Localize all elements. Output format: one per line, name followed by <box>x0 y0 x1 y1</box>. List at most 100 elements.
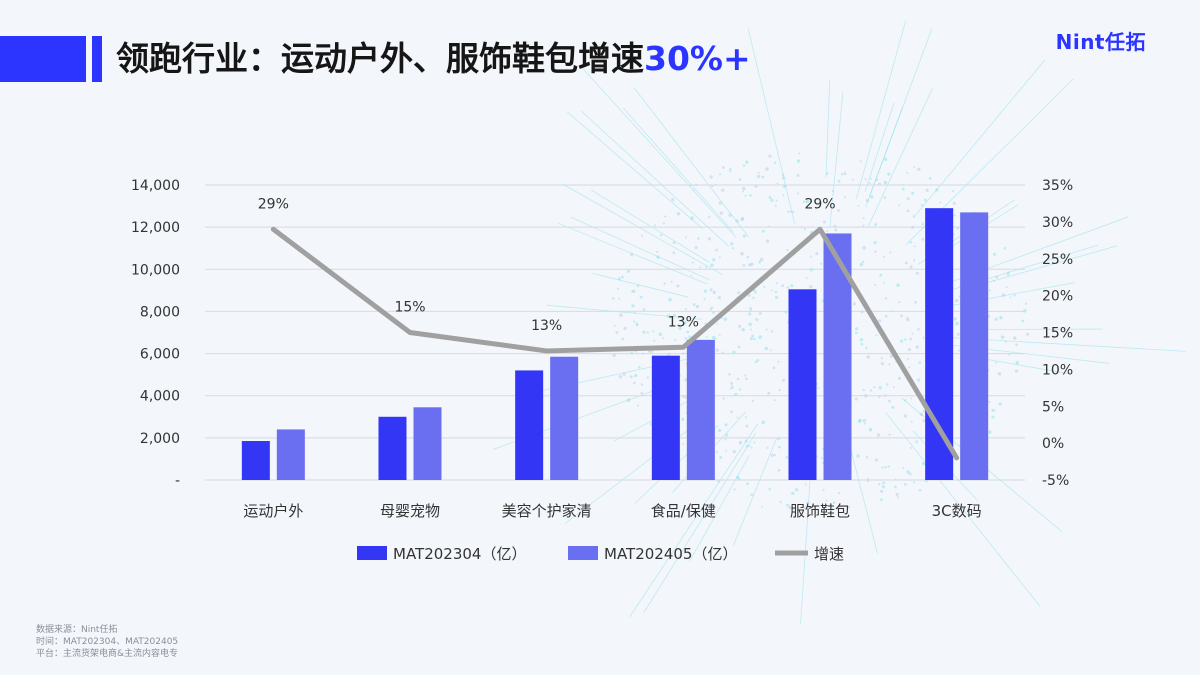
globe-dot <box>707 237 712 241</box>
globe-dot <box>796 159 801 163</box>
globe-dot <box>1015 343 1018 347</box>
globe-dot <box>1003 247 1007 250</box>
globe-dot <box>642 330 646 334</box>
globe-dot <box>728 213 732 217</box>
globe-dot <box>672 313 677 318</box>
globe-dot <box>622 372 626 376</box>
legend-label-series1: MAT202304（亿） <box>393 545 526 563</box>
globe-dot <box>859 262 864 267</box>
y-right-tick-label: 10% <box>1042 362 1073 378</box>
globe-dot <box>770 198 774 202</box>
globe-dot <box>913 245 916 248</box>
globe-dot <box>639 295 643 299</box>
globe-dot <box>703 298 706 301</box>
globe-dot <box>750 262 754 267</box>
globe-dot <box>717 480 720 483</box>
globe-dot <box>857 204 860 207</box>
globe-dot <box>997 371 1002 376</box>
globe-dot <box>858 419 862 423</box>
globe-dot <box>908 472 912 476</box>
globe-dot <box>646 376 650 379</box>
bar-2-6 <box>960 212 989 480</box>
globe-dot <box>766 446 769 449</box>
brand-logo: Nint任拓 <box>1055 30 1146 54</box>
globe-dot <box>733 488 736 491</box>
globe-dot <box>922 409 926 413</box>
globe-dot <box>773 399 776 402</box>
globe-ray <box>733 438 777 546</box>
globe-dot <box>991 415 995 419</box>
globe-ray <box>643 433 756 613</box>
globe-dot <box>765 239 770 243</box>
globe-dot <box>774 205 777 208</box>
y-right-tick-label: 15% <box>1042 326 1073 342</box>
globe-dot <box>709 308 712 311</box>
globe-dot <box>915 271 919 275</box>
y-left-tick-label: 8,000 <box>140 304 180 320</box>
globe-dot <box>993 252 997 256</box>
globe-ray <box>915 59 1046 216</box>
globe-dot <box>718 201 722 205</box>
globe-dot <box>939 201 941 204</box>
x-category-label: 食品/保健 <box>651 502 716 520</box>
globe-dot <box>796 174 800 177</box>
line-data-label: 29% <box>258 196 289 212</box>
globe-dot <box>738 324 742 328</box>
globe-dot <box>738 388 742 391</box>
globe-dot <box>662 222 665 225</box>
globe-dot <box>621 337 625 341</box>
globe-dot <box>1000 335 1005 339</box>
globe-dot <box>906 209 910 213</box>
globe-dot <box>618 297 621 300</box>
globe-dot <box>758 260 762 264</box>
line-data-label: 15% <box>394 300 425 316</box>
footnote: 数据来源：Nint任拓 时间：MAT202304、MAT202405 平台：主流… <box>36 624 178 660</box>
globe-ray <box>562 183 723 276</box>
globe-dot <box>761 175 765 179</box>
globe-dot <box>861 260 865 264</box>
legend-swatch-series2 <box>568 546 598 560</box>
globe-dot <box>745 424 749 428</box>
globe-dot <box>692 303 696 306</box>
globe-dot <box>951 190 954 193</box>
globe-dot <box>777 468 781 472</box>
globe-dot <box>798 152 801 155</box>
globe-dot <box>742 190 744 193</box>
globe-dot <box>837 209 840 212</box>
globe-dot <box>913 166 916 169</box>
globe-dot <box>860 342 864 346</box>
globe-dot <box>914 300 917 304</box>
globe-dot <box>699 266 702 269</box>
globe-dot <box>988 400 991 403</box>
globe-dot <box>880 362 885 366</box>
globe-dot <box>904 398 907 402</box>
globe-ray <box>864 102 895 193</box>
globe-dot <box>725 449 728 452</box>
globe-dot <box>820 456 823 459</box>
globe-dot <box>719 211 723 215</box>
globe-dot <box>611 297 615 300</box>
globe-dot <box>874 223 878 226</box>
globe-dot <box>808 284 813 289</box>
globe-dot <box>718 256 721 259</box>
globe-dot <box>882 481 885 485</box>
globe-dot <box>782 185 786 189</box>
globe-dot <box>672 251 676 255</box>
globe-dot <box>782 378 786 382</box>
globe-dot <box>925 188 929 192</box>
y-right-tick-label: 25% <box>1042 252 1073 268</box>
x-category-label: 运动户外 <box>243 502 303 520</box>
bar-1-3 <box>515 370 544 480</box>
globe-dot <box>724 423 728 427</box>
globe-dot <box>907 347 912 352</box>
globe-dot <box>875 334 878 337</box>
globe-ray <box>855 20 907 200</box>
globe-dot <box>692 189 695 192</box>
globe-dot <box>1012 336 1017 340</box>
globe-dot <box>626 398 631 402</box>
globe-dot <box>741 328 745 332</box>
globe-dot <box>619 313 623 317</box>
globe-dot <box>744 374 747 377</box>
globe-dot <box>634 373 638 377</box>
globe-dot <box>731 246 734 250</box>
